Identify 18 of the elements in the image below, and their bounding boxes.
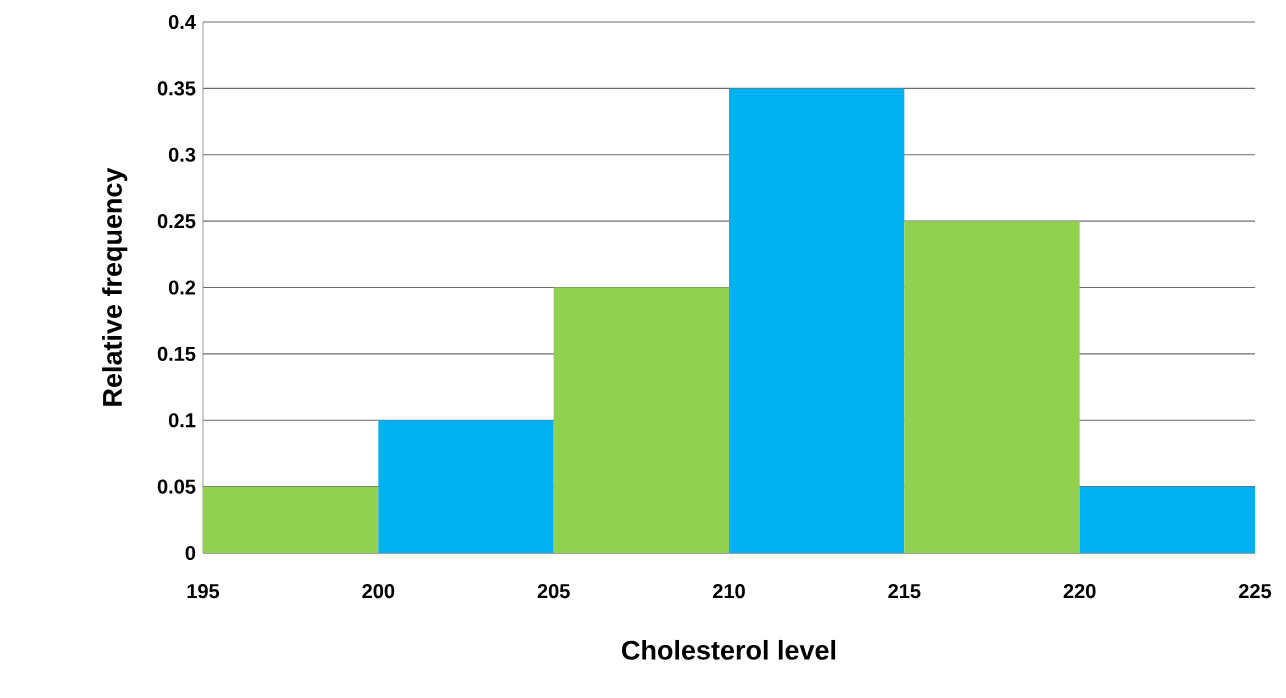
x-tick-label: 210 (713, 584, 745, 599)
x-tick-label: 215 (888, 584, 921, 599)
y-tick-label: 0.15 (157, 346, 196, 361)
y-tick-label: 0.25 (157, 214, 196, 229)
y-tick-label: 0.05 (157, 479, 196, 494)
x-tick-label: 195 (187, 584, 220, 599)
x-tick-label: 220 (1063, 584, 1096, 599)
y-tick-label: 0.1 (168, 413, 196, 428)
y-tick-label: 0.4 (168, 14, 196, 30)
x-tick-label: 225 (1239, 584, 1272, 599)
x-tick-label: 200 (362, 584, 395, 599)
x-tick-label: 205 (537, 584, 570, 599)
y-tick-label: 0.2 (168, 280, 196, 295)
y-tick-label: 0.35 (157, 81, 196, 96)
y-tick-label: 0 (185, 545, 196, 561)
y-tick-label: 0.3 (168, 147, 196, 162)
x-axis-title: Cholesterol level (622, 639, 836, 660)
y-axis-title: Relative frequency (102, 167, 128, 406)
